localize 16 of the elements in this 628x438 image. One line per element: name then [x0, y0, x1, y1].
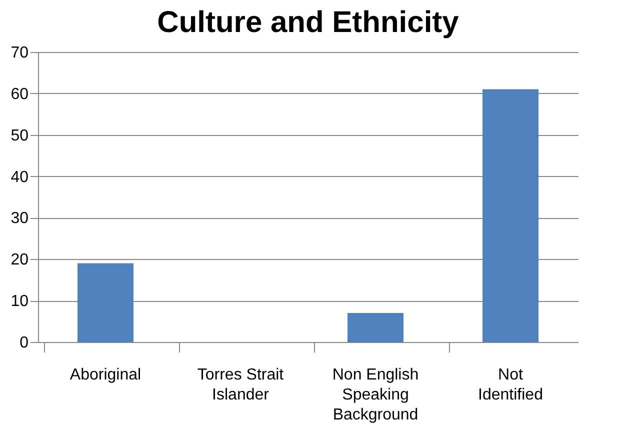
chart-title: Culture and Ethnicity — [157, 6, 460, 39]
bar — [482, 89, 538, 342]
y-tick-label: 0 — [20, 334, 29, 352]
y-tick-label: 70 — [10, 44, 29, 62]
y-tick-label: 50 — [10, 127, 29, 144]
bar — [78, 263, 134, 342]
y-tick-label: 10 — [10, 293, 29, 310]
y-tick-label: 20 — [10, 252, 29, 269]
y-tick-label: 60 — [10, 86, 29, 103]
x-tick-label: Non English Speaking Background — [332, 366, 419, 424]
y-tick-label: 30 — [10, 210, 29, 228]
bar — [348, 313, 404, 342]
x-tick-label: Aboriginal — [70, 366, 142, 384]
x-tick-label: Torres Strait Islander — [197, 366, 284, 404]
y-tick-label: 40 — [10, 168, 29, 186]
x-tick-label: Not Identified — [478, 366, 543, 404]
